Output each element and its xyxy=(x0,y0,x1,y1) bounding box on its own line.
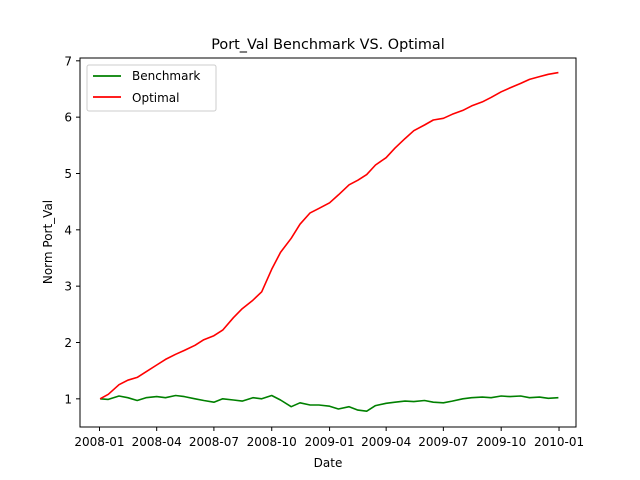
plot-frame xyxy=(79,57,577,428)
series-line-benchmark xyxy=(100,394,559,413)
legend-label-benchmark: Benchmark xyxy=(132,69,200,83)
x-tick-label: 2009-04 xyxy=(361,435,411,449)
series-line-optimal xyxy=(99,71,559,400)
y-axis: 1 2 3 4 5 6 7 xyxy=(64,54,80,406)
x-tick-label: 2008-04 xyxy=(132,435,182,449)
y-tick-label: 7 xyxy=(64,54,72,68)
x-axis-label: Date xyxy=(314,456,343,470)
x-tick-label: 2009-01 xyxy=(305,435,355,449)
y-axis-label: Norm Port_Val xyxy=(41,200,55,284)
x-tick-label: 2010-01 xyxy=(534,435,584,449)
chart-title: Port_Val Benchmark VS. Optimal xyxy=(211,37,444,53)
x-tick-label: 2008-10 xyxy=(247,435,297,449)
y-tick-label: 1 xyxy=(64,392,72,406)
x-tick-label: 2008-07 xyxy=(189,435,239,449)
legend: Benchmark Optimal xyxy=(86,64,217,112)
y-tick-label: 5 xyxy=(64,167,72,181)
x-tick-label: 2008-01 xyxy=(74,435,124,449)
x-axis: 2008-01 2008-04 2008-07 2008-10 2009-01 2009-… xyxy=(74,427,584,449)
y-tick-label: 4 xyxy=(64,223,72,237)
y-tick-label: 2 xyxy=(64,336,72,350)
y-tick-label: 3 xyxy=(64,280,72,294)
x-tick-label: 2009-07 xyxy=(418,435,468,449)
series-layer xyxy=(99,71,559,413)
x-tick-label: 2009-10 xyxy=(476,435,526,449)
y-tick-label: 6 xyxy=(64,111,72,125)
legend-label-optimal: Optimal xyxy=(132,91,179,105)
